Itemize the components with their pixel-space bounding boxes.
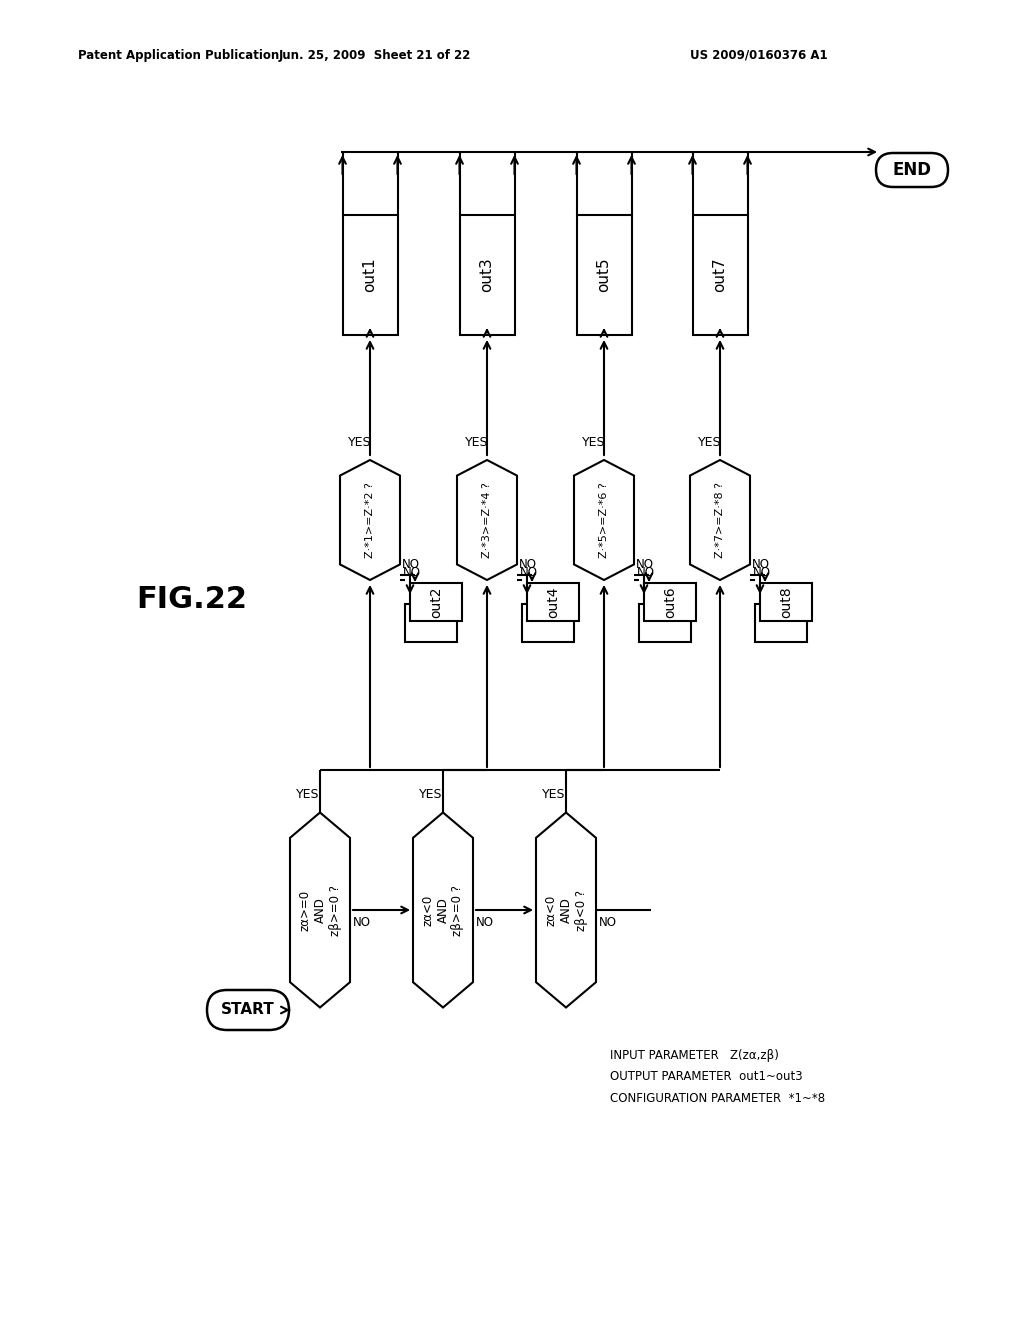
Text: YES: YES bbox=[465, 436, 488, 449]
FancyBboxPatch shape bbox=[755, 605, 807, 642]
Text: OUTPUT PARAMETER  out1~out3: OUTPUT PARAMETER out1~out3 bbox=[610, 1071, 803, 1084]
FancyBboxPatch shape bbox=[527, 583, 579, 620]
Text: YES: YES bbox=[348, 436, 372, 449]
Text: INPUT PARAMETER   Z(zα,zβ): INPUT PARAMETER Z(zα,zβ) bbox=[610, 1048, 779, 1061]
Text: NO: NO bbox=[752, 558, 770, 572]
Text: out2: out2 bbox=[429, 586, 443, 618]
FancyBboxPatch shape bbox=[406, 605, 457, 642]
Text: Patent Application Publication: Patent Application Publication bbox=[78, 49, 280, 62]
Text: NO: NO bbox=[520, 565, 538, 578]
FancyBboxPatch shape bbox=[342, 215, 397, 335]
FancyBboxPatch shape bbox=[876, 153, 948, 187]
FancyBboxPatch shape bbox=[522, 605, 574, 642]
FancyBboxPatch shape bbox=[639, 605, 691, 642]
Text: out4: out4 bbox=[546, 586, 560, 618]
Text: zα>=0
AND
zβ>=0 ?: zα>=0 AND zβ>=0 ? bbox=[299, 884, 341, 936]
Text: START: START bbox=[221, 1002, 274, 1018]
Text: NO: NO bbox=[637, 565, 655, 578]
Polygon shape bbox=[574, 459, 634, 579]
FancyBboxPatch shape bbox=[577, 215, 632, 335]
Text: out6: out6 bbox=[663, 586, 677, 618]
Text: NO: NO bbox=[599, 916, 617, 928]
Text: YES: YES bbox=[582, 436, 605, 449]
Text: NO: NO bbox=[353, 916, 371, 928]
Polygon shape bbox=[340, 459, 400, 579]
Text: NO: NO bbox=[402, 558, 420, 572]
Polygon shape bbox=[413, 813, 473, 1007]
Text: out5: out5 bbox=[597, 257, 611, 292]
Text: YES: YES bbox=[296, 788, 319, 801]
Polygon shape bbox=[290, 813, 350, 1007]
Polygon shape bbox=[690, 459, 750, 579]
Polygon shape bbox=[457, 459, 517, 579]
Text: END: END bbox=[893, 161, 932, 180]
Text: out7: out7 bbox=[713, 257, 727, 292]
FancyBboxPatch shape bbox=[207, 990, 289, 1030]
Text: Z·*5>=Z·*6 ?: Z·*5>=Z·*6 ? bbox=[599, 482, 609, 558]
Text: Z·*1>=Z·*2 ?: Z·*1>=Z·*2 ? bbox=[365, 482, 375, 558]
Text: CONFIGURATION PARAMETER  *1~*8: CONFIGURATION PARAMETER *1~*8 bbox=[610, 1093, 825, 1106]
Text: Jun. 25, 2009  Sheet 21 of 22: Jun. 25, 2009 Sheet 21 of 22 bbox=[279, 49, 471, 62]
FancyBboxPatch shape bbox=[644, 583, 696, 620]
Text: NO: NO bbox=[636, 558, 654, 572]
Text: US 2009/0160376 A1: US 2009/0160376 A1 bbox=[690, 49, 827, 62]
Text: YES: YES bbox=[542, 788, 565, 801]
Text: out1: out1 bbox=[362, 257, 378, 292]
Polygon shape bbox=[536, 813, 596, 1007]
FancyBboxPatch shape bbox=[410, 583, 462, 620]
Text: Z·*3>=Z·*4 ?: Z·*3>=Z·*4 ? bbox=[482, 482, 492, 558]
Text: NO: NO bbox=[519, 558, 537, 572]
Text: out8: out8 bbox=[779, 586, 793, 618]
Text: YES: YES bbox=[419, 788, 442, 801]
Text: Z·*7>=Z·*8 ?: Z·*7>=Z·*8 ? bbox=[715, 482, 725, 558]
FancyBboxPatch shape bbox=[460, 215, 514, 335]
Text: zα<0
AND
zβ>=0 ?: zα<0 AND zβ>=0 ? bbox=[422, 884, 465, 936]
FancyBboxPatch shape bbox=[692, 215, 748, 335]
Text: NO: NO bbox=[476, 916, 494, 928]
FancyBboxPatch shape bbox=[760, 583, 812, 620]
Text: out3: out3 bbox=[479, 257, 495, 292]
Text: NO: NO bbox=[753, 565, 771, 578]
Text: FIG.22: FIG.22 bbox=[136, 586, 248, 615]
Text: NO: NO bbox=[403, 565, 421, 578]
Text: YES: YES bbox=[698, 436, 722, 449]
Text: zα<0
AND
zβ<0 ?: zα<0 AND zβ<0 ? bbox=[545, 890, 588, 931]
